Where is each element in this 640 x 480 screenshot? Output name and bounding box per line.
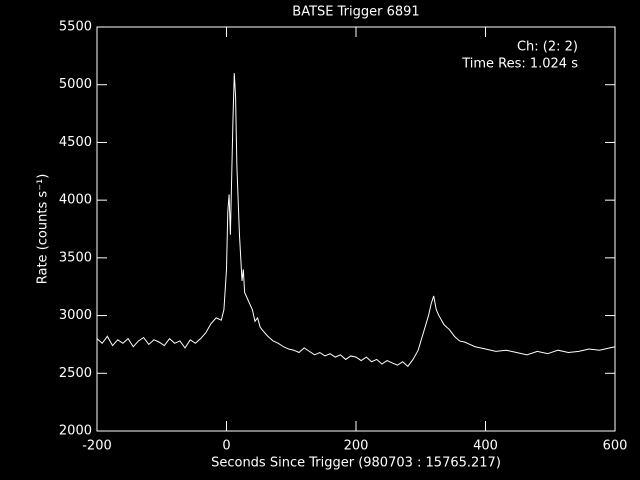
y-tick-label: 5500 bbox=[59, 20, 92, 35]
y-tick-label: 3000 bbox=[59, 308, 92, 323]
x-tick-label: 400 bbox=[473, 439, 498, 454]
chart-title: BATSE Trigger 6891 bbox=[292, 5, 419, 20]
y-tick-label: 2000 bbox=[59, 424, 92, 439]
y-axis-label: Rate (counts s⁻¹) bbox=[36, 174, 51, 285]
annotation: Time Res: 1.024 s bbox=[461, 57, 578, 72]
x-tick-label: 600 bbox=[603, 439, 628, 454]
plot-frame bbox=[96, 26, 616, 432]
annotation: Ch: (2: 2) bbox=[517, 40, 578, 55]
x-tick-label: 200 bbox=[344, 439, 369, 454]
x-tick-label: -200 bbox=[82, 439, 112, 454]
y-tick-label: 4000 bbox=[59, 193, 92, 208]
x-axis-label: Seconds Since Trigger (980703 : 15765.21… bbox=[211, 456, 501, 471]
x-tick-label: 0 bbox=[222, 439, 230, 454]
y-tick-label: 5000 bbox=[59, 77, 92, 92]
light-curve bbox=[96, 73, 616, 368]
y-tick-label: 3500 bbox=[59, 250, 92, 265]
y-tick-label: 4500 bbox=[59, 135, 92, 150]
y-tick-label: 2500 bbox=[59, 366, 92, 381]
